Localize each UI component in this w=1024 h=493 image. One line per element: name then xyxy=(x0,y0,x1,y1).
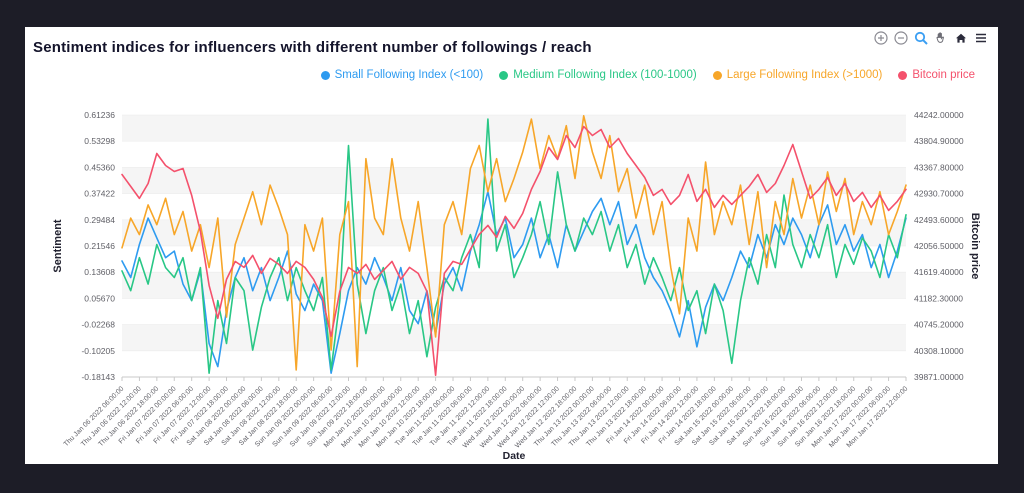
y-left-tick-label: 0.53298 xyxy=(84,136,115,146)
y-left-tick-label: 0.05670 xyxy=(84,293,115,303)
y-left-axis-title: Sentiment xyxy=(52,219,64,273)
y-right-axis-title: Bitcoin price xyxy=(969,213,981,280)
legend-label: Medium Following Index (100-1000) xyxy=(513,69,697,81)
pan-hand-icon[interactable] xyxy=(933,30,948,45)
y-right-tick-label: 40308.10000 xyxy=(914,346,964,356)
zoom-select-icon[interactable] xyxy=(913,30,928,45)
y-left-tick-label: 0.29484 xyxy=(84,215,115,225)
legend-item-medium-following[interactable]: Medium Following Index (100-1000) xyxy=(499,69,697,81)
y-right-tick-label: 42930.70000 xyxy=(914,189,964,199)
legend-item-large-following[interactable]: Large Following Index (>1000) xyxy=(712,69,883,81)
legend-label: Bitcoin price xyxy=(912,69,975,81)
y-left-tick-label: -0.02268 xyxy=(81,320,115,330)
y-right-tick-label: 43804.90000 xyxy=(914,136,964,146)
legend-item-bitcoin-price[interactable]: Bitcoin price xyxy=(898,69,975,81)
legend-marker xyxy=(712,70,722,80)
y-right-tick-label: 43367.80000 xyxy=(914,162,964,172)
y-right-tick-label: 41619.40000 xyxy=(914,267,964,277)
legend-marker xyxy=(499,70,509,80)
zoom-in-icon[interactable] xyxy=(873,30,888,45)
y-left-tick-label: -0.10205 xyxy=(81,346,115,356)
legend-item-small-following[interactable]: Small Following Index (<100) xyxy=(320,69,484,81)
series-line-bitcoin-price[interactable] xyxy=(121,125,907,377)
y-right-tick-label: 44242.00000 xyxy=(914,110,964,120)
legend-marker xyxy=(320,70,330,80)
y-left-tick-label: 0.13608 xyxy=(84,267,115,277)
y-left-tick-label: 0.45360 xyxy=(84,162,115,172)
y-left-tick-label: 0.61236 xyxy=(84,110,115,120)
y-right-tick-label: 42493.60000 xyxy=(914,215,964,225)
chart-plot-area[interactable]: 0.61236 0.53298 0.45360 0.37422 0.29484 0.215… xyxy=(25,79,998,464)
series-line-large-following-index-1000[interactable] xyxy=(121,114,907,371)
menu-hamburger-icon[interactable] xyxy=(973,30,988,45)
y-right-tick-label: 40745.20000 xyxy=(914,320,964,330)
x-axis-title: Date xyxy=(503,450,526,462)
series-line-medium-following-index-100-1000[interactable] xyxy=(121,118,907,375)
zoom-out-icon[interactable] xyxy=(893,30,908,45)
home-reset-icon[interactable] xyxy=(953,30,968,45)
legend-marker xyxy=(898,70,908,80)
y-right-tick-label: 39871.00000 xyxy=(914,372,964,382)
chart-title: Sentiment indices for influencers with d… xyxy=(33,39,592,56)
y-right-tick-label: 41182.30000 xyxy=(914,293,963,303)
y-left-tick-label: 0.21546 xyxy=(84,241,115,251)
chart-card: Sentiment indices for influencers with d… xyxy=(25,27,998,464)
interlaced-band xyxy=(122,115,906,142)
series-line-small-following-index-100[interactable] xyxy=(121,190,907,375)
interlaced-band xyxy=(122,324,906,351)
y-left-tick-label: -0.18143 xyxy=(81,372,115,382)
legend-label: Small Following Index (<100) xyxy=(334,69,484,81)
legend-label: Large Following Index (>1000) xyxy=(726,69,883,81)
y-right-tick-label: 42056.50000 xyxy=(914,241,964,251)
chart-toolbar xyxy=(873,30,988,45)
chart-legend: Small Following Index (<100) Medium Foll… xyxy=(320,69,975,81)
y-left-tick-label: 0.37422 xyxy=(84,189,115,199)
